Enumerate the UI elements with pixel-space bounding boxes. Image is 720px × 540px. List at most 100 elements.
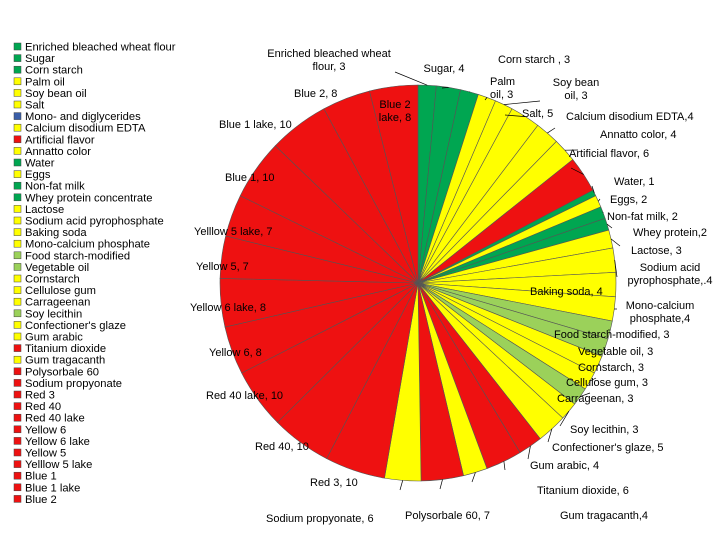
slice-label-red-3-10: Red 3, 10 (310, 477, 358, 489)
legend-label-non-fat-milk: Non-fat milk (25, 181, 85, 193)
legend-label-blue-1: Blue 1 (25, 471, 57, 483)
legend-swatch-cornstarch (13, 274, 22, 283)
slice-label-vegetable-oil-3: Vegetable oil, 3 (578, 346, 653, 358)
slice-label-yelllow-5-lake-7: Yelllow 5 lake, 7 (194, 226, 272, 238)
leader-line-artificial-flavor-6 (570, 167, 584, 175)
legend-swatch-yellow-6-lake (13, 437, 22, 445)
legend-swatch-soy-lecithin (13, 309, 22, 318)
legend-label-carrageenan: Carrageenan (25, 297, 90, 309)
legend-label-food-starch-modified: Food starch-modified (25, 250, 130, 262)
legend-swatch-palm-oil (13, 77, 22, 86)
leader-line-cornstarch-3 (598, 363, 601, 366)
legend-swatch-enriched-bleached-wheat-flour (13, 42, 22, 51)
slice-label-blue-2-lake-8: Blue 2 lake, 8 (379, 99, 411, 124)
legend-label-cellulose-gum: Cellulose gum (25, 285, 96, 297)
legend-swatch-blue-1-lake (13, 483, 22, 492)
leader-line-polysorbale-60-7 (439, 479, 443, 490)
legend-swatch-gum-tragacanth (13, 355, 22, 364)
legend-label-calcium-disodium-edta: Calcium disodium EDTA (25, 123, 146, 135)
legend-swatch-non-fat-milk (13, 181, 22, 190)
leader-line-soy-bean-oil-3 (503, 100, 541, 105)
leader-line-lactose-3 (610, 238, 621, 247)
slice-label-palm-oil-3: Palm oil, 3 (490, 76, 515, 101)
legend-swatch-mono-and-diglycerides (13, 112, 22, 120)
slice-label-blue-1-lake-10: Blue 1 lake, 10 (219, 119, 292, 131)
leader-line-salt-5 (504, 114, 526, 117)
leader-line-confectioner-s-glaze-5 (547, 428, 553, 443)
legend-label-mono-and-diglycerides: Mono- and diglycerides (25, 111, 141, 123)
legend-swatch-eggs (13, 170, 22, 178)
leader-line-enriched-bleached-wheat-flour-3 (394, 71, 428, 86)
pie-slices (219, 84, 617, 482)
legend-label-vegetable-oil: Vegetable oil (25, 262, 89, 274)
slice-label-blue-2-8: Blue 2, 8 (294, 88, 337, 100)
legend-label-blue-2: Blue 2 (25, 494, 57, 506)
legend-label-corn-starch: Corn starch (25, 65, 83, 77)
legend-label-soy-lecithin: Soy lecithin (25, 308, 82, 320)
leader-line-gum-arabic-4 (527, 445, 531, 460)
legend-swatch-blue-2 (13, 495, 22, 503)
legend-swatch-red-40-lake (13, 413, 22, 422)
legend-swatch-carrageenan (13, 297, 22, 306)
leader-line-gum-tragacanth-4 (471, 472, 476, 483)
legend-swatch-gum-arabic (13, 332, 22, 341)
slice-label-corn-starch-3: Corn starch , 3 (498, 54, 570, 66)
slice-label-red-40-10: Red 40, 10 (255, 441, 309, 453)
leader-line-sodium-propyonate-6 (399, 480, 404, 491)
legend-label-baking-soda: Baking soda (25, 227, 87, 239)
legend-swatch-food-starch-modified (13, 251, 22, 260)
slice-label-salt-5: Salt, 5 (522, 108, 553, 120)
legend-swatch-blue-1 (13, 471, 22, 480)
legend-label-yelllow-5-lake: Yelllow 5 lake (25, 459, 92, 471)
legend-label-whey-protein-concentrate: Whey protein concentrate (25, 192, 152, 204)
slice-label-mono-calcium-phosphate-4: Mono-calcium phosphate,4 (626, 300, 694, 325)
legend-label-water: Water (25, 158, 55, 170)
slice-label-enriched-bleached-wheat-flour-3: Enriched bleached wheat flour, 3 (267, 48, 391, 73)
slice-label-soy-bean-oil-3: Soy bean oil, 3 (553, 77, 599, 102)
legend-label-red-3: Red 3 (25, 390, 55, 402)
legend-label-mono-calcium-phosphate: Mono-calcium phosphate (25, 239, 150, 251)
legend-label-yellow-6: Yellow 6 (25, 424, 66, 436)
legend-swatch-red-40 (13, 402, 22, 410)
legend-swatch-vegetable-oil (13, 263, 22, 271)
legend-label-sodium-propyonate: Sodium propyonate (25, 378, 122, 390)
legend-label-palm-oil: Palm oil (25, 76, 65, 88)
slice-label-titanium-dioxide-6: Titanium dioxide, 6 (537, 485, 629, 497)
legend-swatch-titanium-dioxide (13, 344, 22, 352)
leader-line-palm-oil-3 (484, 97, 488, 101)
legend-swatch-soy-bean-oil (13, 89, 22, 97)
slice-label-non-fat-milk-2: Non-fat milk, 2 (607, 211, 678, 223)
slice-label-sugar-4: Sugar, 4 (424, 63, 465, 75)
legend-label-salt: Salt (25, 100, 45, 112)
leader-line-carrageenan-3 (579, 392, 591, 397)
slice-label-soy-lecithin-3: Soy lecithin, 3 (570, 424, 638, 436)
leader-line-eggs-2 (598, 198, 601, 202)
legend-label-eggs: Eggs (25, 169, 51, 181)
legend-label-yellow-6-lake: Yellow 6 lake (25, 436, 90, 448)
legend-label-polysorbale-60: Polysorbale 60 (25, 366, 99, 378)
leader-line-calcium-disodium-edta-4 (547, 127, 556, 134)
legend-swatch-yelllow-5-lake (13, 460, 22, 468)
legend-swatch-salt (13, 100, 22, 109)
slice-label-yellow-5-7: Yellow 5, 7 (196, 261, 249, 273)
legend-label-artificial-flavor: Artificial flavor (25, 134, 95, 146)
slice-label-cellulose-gum-3: Cellulose gum, 3 (566, 377, 648, 389)
leader-line-titanium-dioxide-6 (503, 461, 506, 471)
legend-label-gum-tragacanth: Gum tragacanth (25, 355, 105, 367)
slice-label-cornstarch-3: Cornstarch, 3 (578, 362, 644, 374)
legend-swatch-artificial-flavor (13, 135, 22, 144)
leader-line-whey-protein-2 (606, 223, 613, 229)
legend-label-cornstarch: Cornstarch (25, 274, 80, 286)
leader-lines (394, 71, 621, 491)
legend-swatch-mono-calcium-phosphate (13, 239, 22, 248)
slice-label-calcium-disodium-edta-4: Calcium disodium EDTA,4 (566, 111, 694, 123)
legend-swatch-red-3 (13, 390, 22, 399)
legend-swatch-annatto-color (13, 147, 22, 155)
slice-label-artificial-flavor-6: Artificial flavor, 6 (569, 148, 649, 160)
slice-label-food-starch-modified-3: Food starch-modified, 3 (554, 329, 670, 341)
legend-swatch-calcium-disodium-edta (13, 123, 22, 132)
legend-label-annatto-color: Annatto color (25, 146, 91, 158)
slice-labels: Enriched bleached wheat flour, 3 Sugar, 4 C… (190, 48, 713, 525)
